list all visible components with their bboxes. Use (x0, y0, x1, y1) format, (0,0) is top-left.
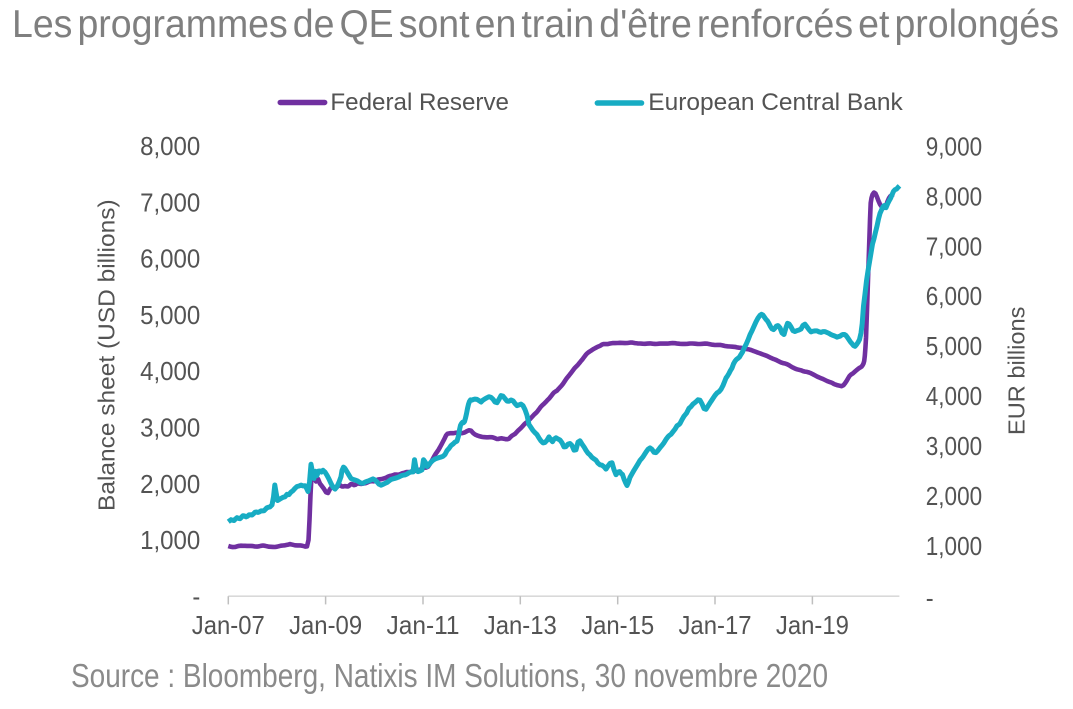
svg-text:European Central Bank: European Central Bank (648, 90, 903, 116)
svg-text:Jan-19: Jan-19 (776, 610, 849, 640)
svg-text:-: - (926, 583, 934, 613)
svg-text:5,000: 5,000 (926, 331, 982, 361)
svg-text:1,000: 1,000 (140, 525, 200, 555)
svg-text:Federal Reserve: Federal Reserve (330, 90, 509, 116)
svg-text:EUR billions: EUR billions (1004, 307, 1030, 435)
svg-text:Jan-11: Jan-11 (387, 610, 460, 640)
svg-text:Jan-07: Jan-07 (192, 610, 265, 640)
svg-text:3,000: 3,000 (926, 431, 982, 461)
svg-text:Jan-17: Jan-17 (679, 610, 752, 640)
svg-text:-: - (192, 582, 200, 612)
svg-text:Source : Bloomberg, Natixis IM: Source : Bloomberg, Natixis IM Solutions… (71, 658, 828, 695)
svg-text:6,000: 6,000 (926, 281, 982, 311)
svg-text:6,000: 6,000 (140, 244, 200, 274)
svg-text:4,000: 4,000 (140, 356, 200, 386)
svg-text:1,000: 1,000 (926, 531, 982, 561)
svg-text:7,000: 7,000 (140, 188, 200, 218)
svg-text:2,000: 2,000 (140, 469, 200, 499)
svg-text:3,000: 3,000 (140, 413, 200, 443)
svg-text:Les programmes de QE sont en t: Les programmes de QE sont en train d'êtr… (12, 3, 1059, 46)
svg-text:Jan-09: Jan-09 (289, 610, 362, 640)
svg-text:Jan-15: Jan-15 (581, 610, 654, 640)
svg-text:7,000: 7,000 (926, 231, 982, 261)
svg-text:2,000: 2,000 (926, 481, 982, 511)
svg-text:8,000: 8,000 (926, 181, 982, 211)
svg-text:Balance sheet (USD billions): Balance sheet (USD billions) (94, 199, 120, 511)
svg-text:8,000: 8,000 (140, 131, 200, 161)
svg-text:5,000: 5,000 (140, 300, 200, 330)
svg-text:9,000: 9,000 (926, 131, 982, 161)
svg-text:4,000: 4,000 (926, 381, 982, 411)
svg-text:Jan-13: Jan-13 (484, 610, 557, 640)
